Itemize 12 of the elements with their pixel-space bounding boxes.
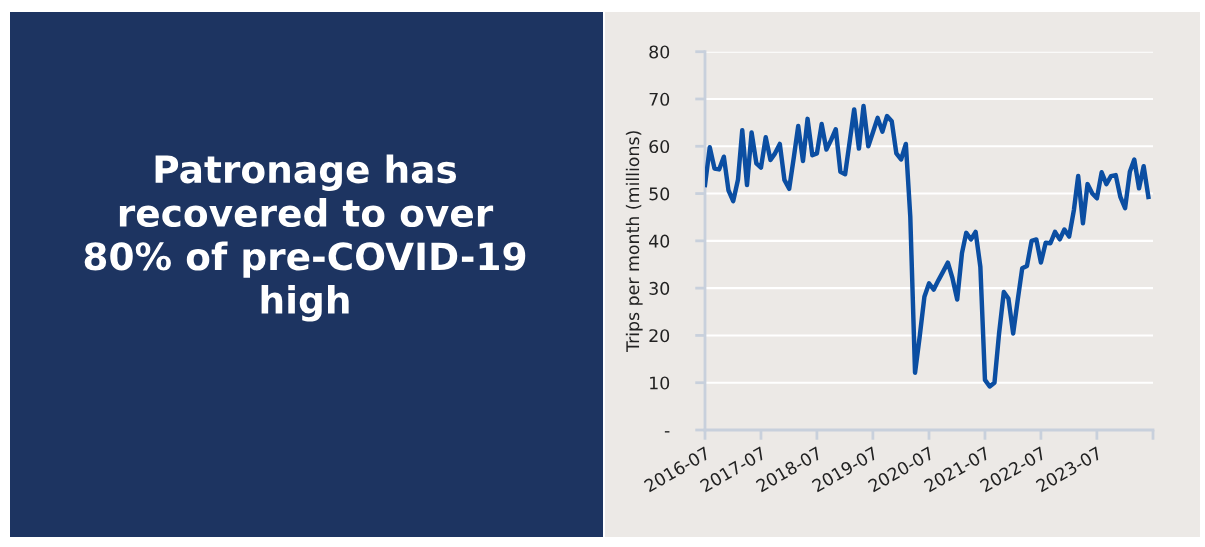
y-tick-label: 10 — [650, 376, 670, 390]
y-tick-label: 80 — [649, 45, 670, 59]
y-tick-label: 20 — [649, 329, 670, 343]
y-tick-label: 60 — [649, 139, 670, 154]
y-tick-label: 40 — [649, 234, 670, 248]
y-axis-title: Trips per month (millions) — [625, 131, 643, 353]
y-tick-label: 70 — [649, 92, 670, 106]
y-tick-label: 30 — [649, 281, 670, 295]
y-tick-label: - — [664, 431, 670, 433]
y-tick-label: 50 — [649, 187, 670, 201]
line-series — [705, 103, 1151, 389]
text: Patronage has recovered to over 80% of pre-COVID-19 high — [84, 154, 526, 322]
